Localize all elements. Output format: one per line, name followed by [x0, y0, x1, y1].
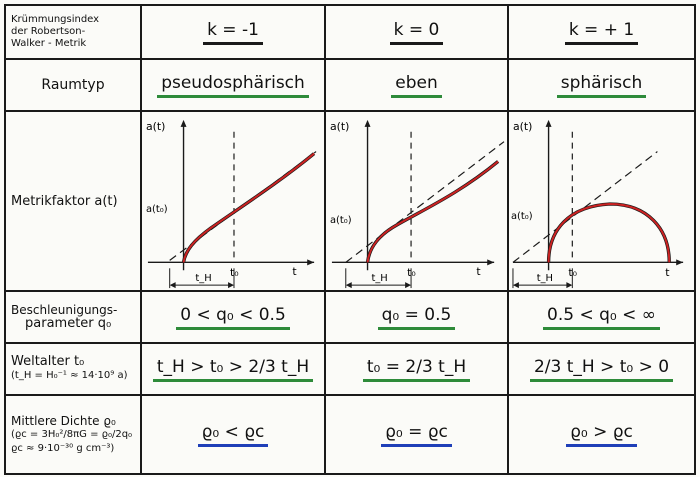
metrik-row: Metrikfaktor a(t) a(t) a(t₀) t t₀	[4, 109, 696, 293]
y-axis-label: a(t)	[330, 120, 349, 133]
density-value: ϱ₀ > ϱc	[566, 422, 637, 448]
scale-factor-curve	[366, 160, 499, 263]
q0-cell-3: 0.5 < q₀ < ∞	[507, 290, 696, 345]
density-cell-2: ϱ₀ = ϱc	[324, 394, 509, 476]
scale-factor-curve-outline	[546, 202, 671, 263]
dichte-row: Mittlere Dichte ϱ₀ (ϱc = 3H₀²/8πG = ϱ₀/2…	[4, 394, 696, 476]
k-zero-cell: k = 0	[324, 4, 509, 60]
robertson-walker-table: Krümmungsindex der Robertson- Walker - M…	[4, 4, 696, 476]
raumtyp-label-text: Raumtyp	[41, 77, 105, 93]
age-value: t₀ = 2/3 t_H	[362, 357, 471, 382]
tH-arrow-left	[345, 282, 352, 289]
raumtyp-row: Raumtyp pseudosphärisch eben sphärisch	[4, 58, 696, 112]
tH-label: t_H	[195, 273, 211, 284]
y-axis-label: a(t)	[146, 120, 165, 133]
k-negative-value: k = -1	[203, 20, 263, 45]
tH-label: t_H	[537, 273, 553, 284]
plot-closed-svg: a(t) a(t₀) t t₀ t_H	[511, 119, 684, 289]
y-axis-arrow	[364, 119, 371, 127]
k-positive-cell: k = + 1	[507, 4, 696, 60]
y-axis-arrow	[180, 119, 187, 127]
a-t0-label: a(t₀)	[511, 211, 533, 222]
beschleunigung-label: Beschleunigungs- parameter q₀	[4, 290, 142, 345]
x-axis-label: t	[665, 266, 669, 279]
y-axis-label: a(t)	[513, 120, 532, 133]
raumtyp-label: Raumtyp	[4, 58, 142, 112]
label-line: Weltalter t₀	[11, 354, 85, 370]
scale-factor-curve	[182, 152, 315, 263]
tH-arrow-left	[512, 282, 519, 289]
curvature-index-label: Krümmungsindex der Robertson- Walker - M…	[4, 4, 142, 60]
tH-arrow-right	[566, 282, 573, 289]
plot-open-universe: a(t) a(t₀) t t₀ t_H	[140, 109, 326, 293]
label-line: (t_H = H₀⁻¹ ≈ 14·10⁹ a)	[11, 370, 128, 382]
age-value: 2/3 t_H > t₀ > 0	[529, 357, 674, 382]
age-cell-2: t₀ = 2/3 t_H	[324, 342, 509, 397]
raumtyp-value: pseudosphärisch	[157, 73, 309, 98]
label-line: Beschleunigungs-	[11, 303, 118, 318]
age-value: t_H > t₀ > 2/3 t_H	[152, 357, 314, 382]
q0-value: 0 < q₀ < 0.5	[176, 305, 290, 330]
tH-arrow-right	[228, 282, 234, 289]
label-line: ϱc ≈ 9·10⁻³⁰ g cm⁻³)	[11, 442, 115, 454]
dichte-label: Mittlere Dichte ϱ₀ (ϱc = 3H₀²/8πG = ϱ₀/2…	[4, 394, 142, 476]
raumtyp-value: sphärisch	[556, 73, 647, 98]
hubble-tangent	[345, 141, 505, 263]
density-cell-1: ϱ₀ < ϱc	[140, 394, 326, 476]
raumtyp-value: eben	[391, 73, 442, 98]
k-positive-value: k = + 1	[564, 20, 639, 45]
raumtyp-cell-2: eben	[324, 58, 509, 112]
tH-label: t_H	[371, 273, 387, 284]
label-line: parameter q₀	[25, 316, 112, 332]
tH-arrow-left	[169, 282, 176, 289]
a-t0-label: a(t₀)	[330, 215, 352, 226]
x-axis-label: t	[476, 265, 480, 278]
y-axis-arrow	[545, 119, 552, 127]
k-zero-value: k = 0	[389, 20, 444, 45]
a-t0-label: a(t₀)	[146, 204, 168, 215]
tH-arrow-right	[405, 282, 412, 289]
density-cell-3: ϱ₀ > ϱc	[507, 394, 696, 476]
weltalter-label: Weltalter t₀ (t_H = H₀⁻¹ ≈ 14·10⁹ a)	[4, 342, 142, 397]
plot-open-svg: a(t) a(t₀) t t₀ t_H	[146, 119, 317, 289]
q0-cell-1: 0 < q₀ < 0.5	[140, 290, 326, 345]
q0-value: q₀ = 0.5	[377, 305, 456, 330]
q0-cell-2: q₀ = 0.5	[324, 290, 509, 345]
label-line: Krümmungsindex	[11, 14, 100, 25]
q0-value: 0.5 < q₀ < ∞	[543, 305, 660, 330]
weltalter-row: Weltalter t₀ (t_H = H₀⁻¹ ≈ 14·10⁹ a) t_H…	[4, 342, 696, 397]
label-line: Walker - Metrik	[11, 38, 87, 49]
x-axis-arrow	[676, 259, 684, 266]
label-line: der Robertson-	[11, 26, 86, 37]
x-axis-label: t	[292, 265, 296, 278]
beschleunigung-row: Beschleunigungs- parameter q₀ 0 < q₀ < 0…	[4, 290, 696, 345]
density-value: ϱ₀ < ϱc	[197, 422, 269, 448]
age-cell-1: t_H > t₀ > 2/3 t_H	[140, 342, 326, 397]
age-cell-3: 2/3 t_H > t₀ > 0	[507, 342, 696, 397]
scale-factor-curve	[547, 203, 671, 263]
density-value: ϱ₀ = ϱc	[381, 422, 452, 448]
metrik-label-text: Metrikfaktor a(t)	[11, 193, 118, 209]
x-axis-arrow	[487, 259, 495, 266]
raumtyp-cell-1: pseudosphärisch	[140, 58, 326, 112]
metrik-label: Metrikfaktor a(t)	[4, 109, 142, 293]
plot-closed-universe: a(t) a(t₀) t t₀ t_H	[507, 109, 696, 293]
plot-flat-svg: a(t) a(t₀) t t₀ t_H	[330, 119, 505, 289]
header-row: Krümmungsindex der Robertson- Walker - M…	[4, 4, 696, 60]
plot-flat-universe: a(t) a(t₀) t t₀ t_H	[324, 109, 509, 293]
label-line: (ϱc = 3H₀²/8πG = ϱ₀/2q₀	[11, 428, 133, 440]
raumtyp-cell-3: sphärisch	[507, 58, 696, 112]
label-line: Mittlere Dichte ϱ₀	[11, 413, 116, 428]
k-negative-cell: k = -1	[140, 4, 326, 60]
x-axis-arrow	[307, 259, 315, 266]
